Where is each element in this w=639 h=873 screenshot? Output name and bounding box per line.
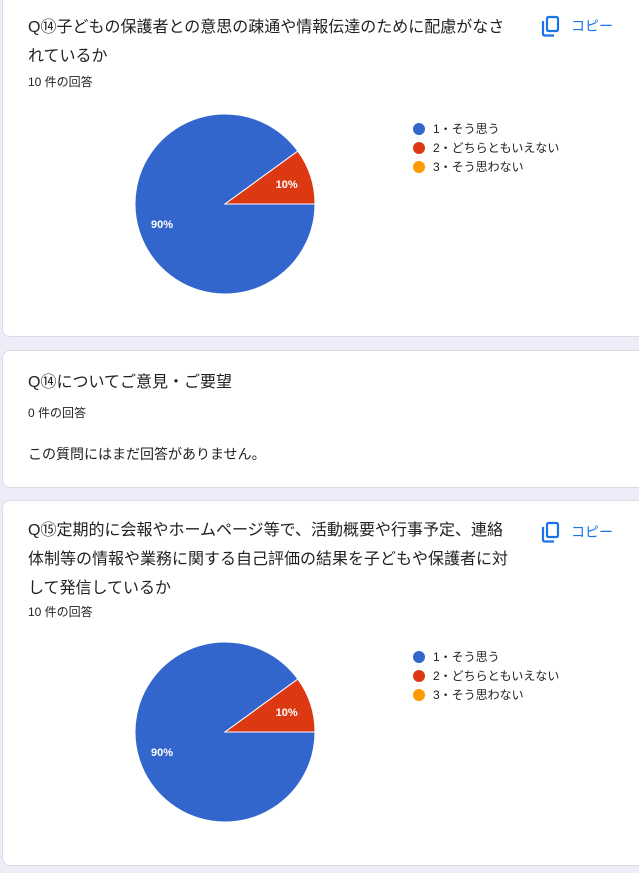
legend-item-1[interactable]: 1・そう思う bbox=[413, 647, 559, 666]
legend-label: 2・どちらともいえない bbox=[433, 141, 560, 155]
no-responses-message: この質問にはまだ回答がありません。 bbox=[28, 446, 266, 462]
legend-label: 1・そう思う bbox=[433, 650, 500, 664]
question-title: Q⑭子どもの保護者との意思の疎通や情報伝達のために配慮がなされているか bbox=[28, 19, 505, 65]
legend-label: 3・そう思わない bbox=[433, 688, 524, 702]
legend-item-1[interactable]: 1・そう思う bbox=[413, 119, 559, 138]
question-card-q14-comments: Q⑭についてご意見・ご要望 0 件の回答 この質問にはまだ回答がありません。 bbox=[2, 350, 639, 488]
copy-button[interactable]: コピー bbox=[541, 15, 613, 37]
copy-icon bbox=[541, 15, 560, 37]
pie-chart: 90% 10% bbox=[134, 114, 316, 295]
legend-item-2[interactable]: 2・どちらともいえない bbox=[413, 138, 559, 157]
question-title: Q⑮定期的に会報やホームページ等で、活動概要や行事予定、連絡体制等の情報や業務に… bbox=[28, 522, 509, 597]
question-title: Q⑭についてご意見・ご要望 bbox=[28, 374, 232, 391]
pie-slice-2[interactable] bbox=[223, 150, 316, 205]
slice-label-1: 90% bbox=[151, 219, 173, 231]
legend-dot-icon bbox=[413, 650, 425, 663]
legend-dot-icon bbox=[413, 141, 425, 154]
slice-label-2: 10% bbox=[276, 707, 298, 719]
copy-button[interactable]: コピー bbox=[541, 521, 613, 543]
chart-legend: 1・そう思う 2・どちらともいえない 3・そう思わない bbox=[413, 119, 559, 176]
slice-label-1: 90% bbox=[151, 747, 173, 759]
slice-label-2: 10% bbox=[276, 179, 298, 191]
response-count: 0 件の回答 bbox=[28, 406, 87, 420]
copy-label: コピー bbox=[571, 18, 613, 34]
legend-item-3[interactable]: 3・そう思わない bbox=[413, 157, 559, 176]
question-card-q14: Q⑭子どもの保護者との意思の疎通や情報伝達のために配慮がなされているか コピー … bbox=[2, 0, 639, 337]
copy-icon bbox=[541, 521, 560, 543]
copy-label: コピー bbox=[571, 524, 613, 540]
legend-dot-icon bbox=[413, 688, 425, 701]
legend-item-2[interactable]: 2・どちらともいえない bbox=[413, 666, 559, 685]
response-count: 10 件の回答 bbox=[28, 75, 93, 89]
legend-item-3[interactable]: 3・そう思わない bbox=[413, 685, 559, 704]
legend-dot-icon bbox=[413, 160, 425, 173]
legend-label: 2・どちらともいえない bbox=[433, 669, 560, 683]
legend-dot-icon bbox=[413, 669, 425, 682]
question-card-q15: Q⑮定期的に会報やホームページ等で、活動概要や行事予定、連絡体制等の情報や業務に… bbox=[2, 500, 639, 866]
pie-chart: 90% 10% bbox=[134, 642, 316, 823]
chart-legend: 1・そう思う 2・どちらともいえない 3・そう思わない bbox=[413, 647, 559, 704]
legend-label: 3・そう思わない bbox=[433, 160, 524, 174]
legend-label: 1・そう思う bbox=[433, 122, 500, 136]
legend-dot-icon bbox=[413, 122, 425, 135]
pie-slice-2[interactable] bbox=[223, 678, 316, 733]
response-count: 10 件の回答 bbox=[28, 605, 93, 619]
